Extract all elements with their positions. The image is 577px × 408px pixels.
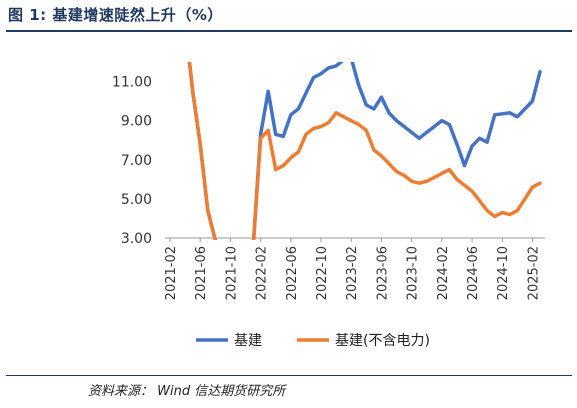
- x-tick-label: 2022-06: [285, 246, 300, 300]
- series-layer: [187, 62, 542, 240]
- chart-title: 图 1: 基建增速陡然上升（%）: [8, 6, 223, 24]
- x-tick-label: 2023-06: [375, 246, 390, 300]
- x-tick-label: 2022-10: [315, 246, 330, 300]
- x-tick-label: 2023-02: [345, 246, 360, 300]
- x-tick-label: 2021-02: [164, 246, 179, 300]
- legend-label-1: 基建: [234, 332, 262, 349]
- y-tick-label: 3.00: [121, 231, 152, 247]
- source-note: 资料来源： Wind 信达期货研究所: [88, 384, 286, 399]
- series-line-2: [187, 62, 542, 240]
- x-tick-label: 2021-10: [224, 246, 239, 300]
- x-tick-label: 2023-10: [406, 246, 421, 300]
- series-line-1: [187, 62, 542, 240]
- y-tick-label: 5.00: [121, 192, 152, 208]
- x-tick-label: 2024-10: [496, 246, 511, 300]
- x-tick-label: 2024-02: [436, 246, 451, 300]
- y-tick-label: 9.00: [121, 114, 152, 130]
- x-tick-label: 2021-06: [194, 246, 209, 300]
- y-tick-label: 7.00: [121, 153, 152, 169]
- x-tick-label: 2025-02: [526, 246, 541, 300]
- title-divider: [6, 30, 572, 32]
- y-tick-label: 11.00: [112, 75, 152, 91]
- y-axis: 3.00 5.00 7.00 9.00 11.00: [112, 75, 152, 247]
- x-tick-label: 2022-02: [255, 246, 270, 300]
- x-axis: 2021-02 2021-06 2021-10 2022-02 2022-06 2022-…: [164, 237, 545, 300]
- legend: 基建 基建(不含电力): [196, 332, 430, 349]
- source-divider: [6, 375, 572, 376]
- legend-label-2: 基建(不含电力): [335, 332, 430, 349]
- x-tick-label: 2024-06: [466, 246, 481, 300]
